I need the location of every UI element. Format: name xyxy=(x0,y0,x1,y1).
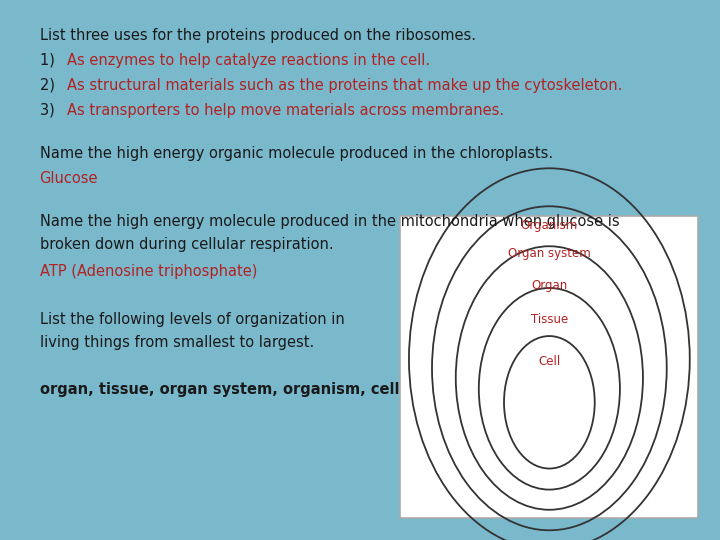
Text: 2): 2) xyxy=(40,78,59,93)
Text: Organ system: Organ system xyxy=(508,247,590,260)
Text: living things from smallest to largest.: living things from smallest to largest. xyxy=(40,335,314,350)
Text: Organ: Organ xyxy=(531,279,567,292)
Text: 3): 3) xyxy=(40,103,59,118)
Text: ATP (Adenosine triphosphate): ATP (Adenosine triphosphate) xyxy=(40,264,257,279)
Text: As transporters to help move materials across membranes.: As transporters to help move materials a… xyxy=(67,103,504,118)
Text: organ, tissue, organ system, organism, cell: organ, tissue, organ system, organism, c… xyxy=(40,382,399,397)
Text: Tissue: Tissue xyxy=(531,313,568,326)
Text: broken down during cellular respiration.: broken down during cellular respiration. xyxy=(40,237,333,252)
FancyBboxPatch shape xyxy=(400,216,698,518)
Text: 1): 1) xyxy=(40,53,59,68)
Text: Name the high energy molecule produced in the mitochondria when glucose is: Name the high energy molecule produced i… xyxy=(40,214,619,229)
Text: List three uses for the proteins produced on the ribosomes.: List three uses for the proteins produce… xyxy=(40,28,476,43)
Text: Cell: Cell xyxy=(539,355,560,368)
Text: As enzymes to help catalyze reactions in the cell.: As enzymes to help catalyze reactions in… xyxy=(67,53,430,68)
Text: Name the high energy organic molecule produced in the chloroplasts.: Name the high energy organic molecule pr… xyxy=(40,146,553,161)
Text: Organism: Organism xyxy=(521,219,578,232)
Text: Glucose: Glucose xyxy=(40,171,98,186)
Text: As structural materials such as the proteins that make up the cytoskeleton.: As structural materials such as the prot… xyxy=(67,78,622,93)
Text: List the following levels of organization in: List the following levels of organizatio… xyxy=(40,312,344,327)
